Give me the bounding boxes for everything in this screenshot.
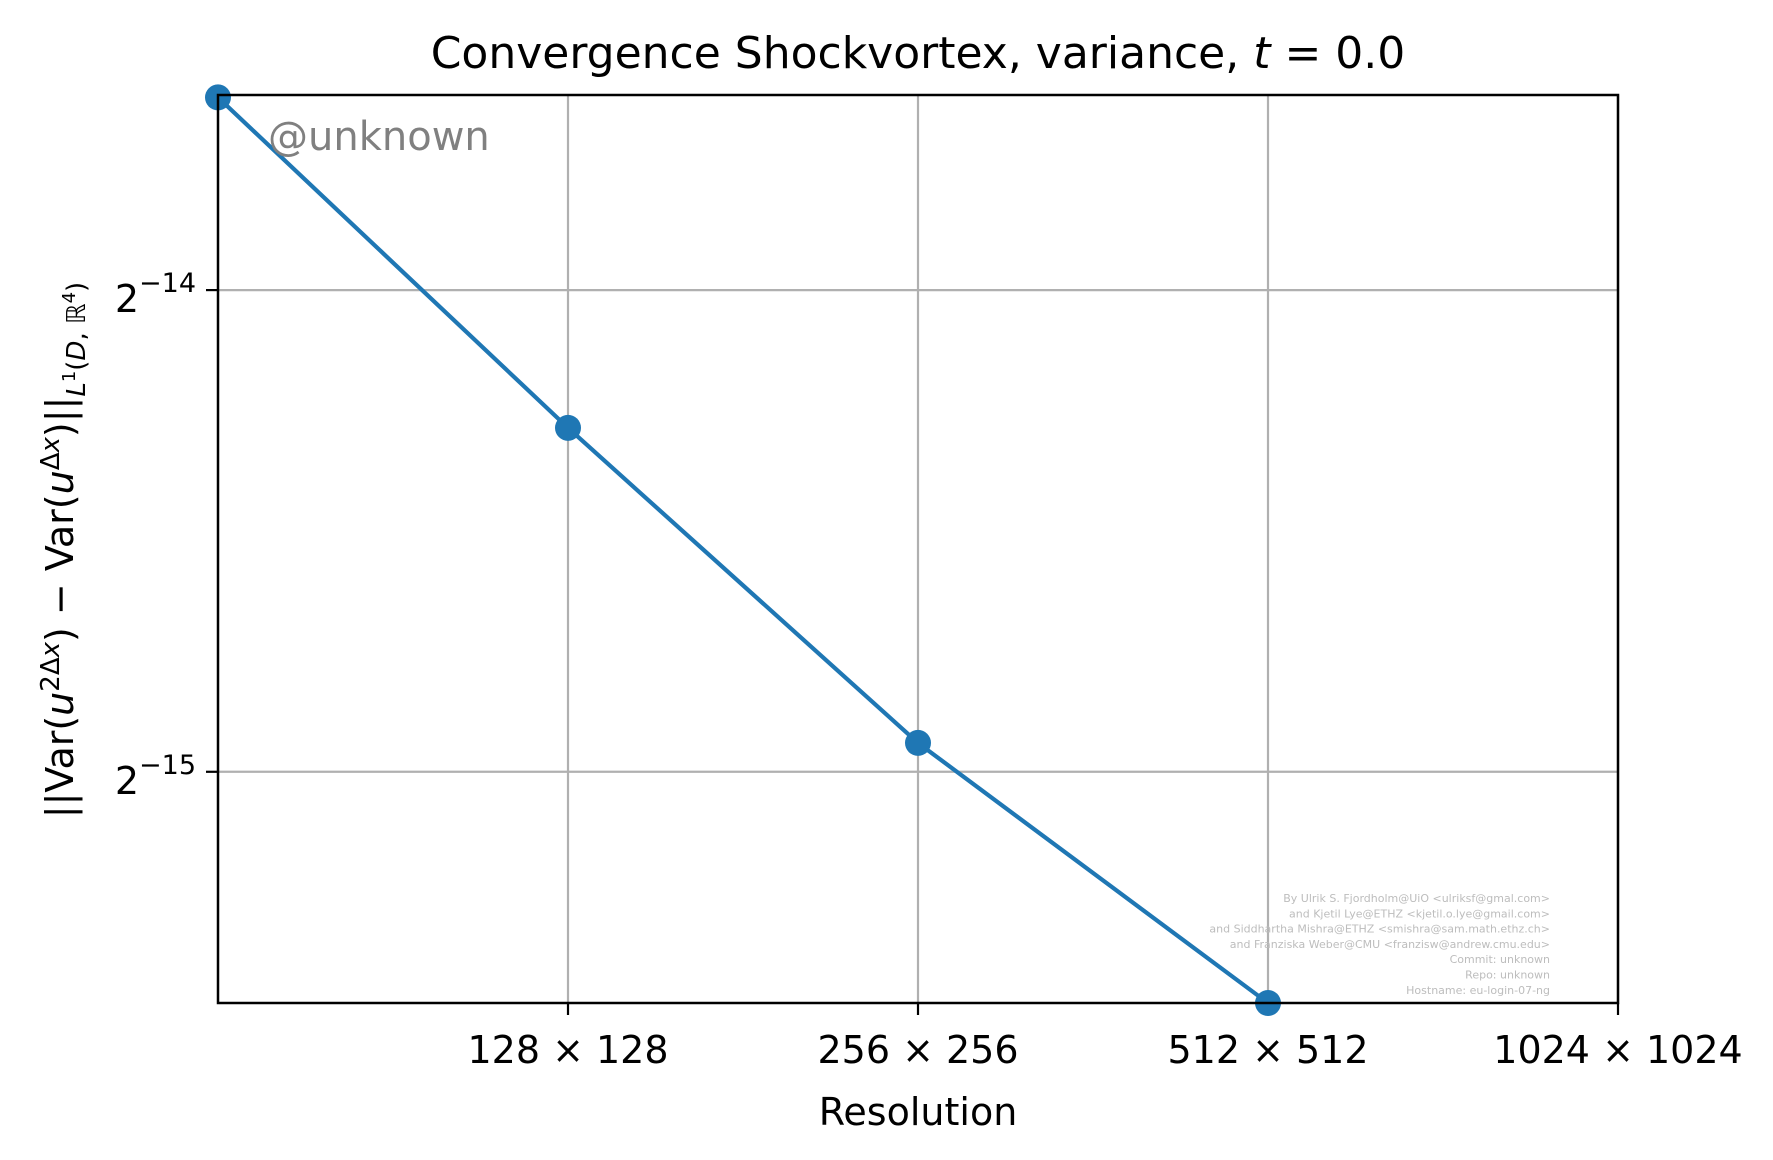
watermark: @unknown: [268, 114, 490, 160]
grid-layer: [218, 95, 1620, 1003]
chart-title-time-value: = 0.0: [1270, 28, 1405, 79]
data-point: [555, 414, 581, 441]
x-axis-label: Resolution: [819, 1090, 1018, 1134]
data-point: [905, 729, 931, 756]
credit-line: and Siddhartha Mishra@ETHZ <smishra@sam.…: [1209, 923, 1550, 936]
credit-line: Hostname: eu-login-07-ng: [1406, 984, 1550, 997]
x-tick-label: 256 × 256: [817, 1028, 1018, 1072]
x-tick-label: 128 × 128: [467, 1028, 668, 1072]
credits-block: By Ulrik S. Fjordholm@UiO <ulriksf@gmal.…: [1209, 892, 1550, 997]
x-tick-label: 512 × 512: [1167, 1028, 1368, 1072]
credit-line: Commit: unknown: [1450, 953, 1550, 966]
x-tick-label: 1024 × 1024: [1493, 1028, 1742, 1072]
chart-title: Convergence Shockvortex, variance, t = 0…: [431, 28, 1406, 79]
y-axis-label: ||Var(u2Δx) − Var(uΔx)||L1(D, ℝ4): [36, 282, 92, 818]
series-layer: [205, 84, 1281, 1016]
series-line: [216, 95, 1270, 1005]
ticks-layer: 128 × 128 256 × 256 512 × 512 1024 × 1024 2−…: [115, 268, 1743, 1072]
credit-line: Repo: unknown: [1465, 969, 1550, 982]
credit-line: and Franziska Weber@CMU <franzisw@andrew…: [1230, 938, 1550, 951]
credit-line: and Kjetil Lye@ETHZ <kjetil.o.lye@gmail.…: [1289, 907, 1550, 920]
plot-frame: [216, 93, 1620, 1005]
y-tick-label: 2−15: [115, 750, 196, 803]
chart-title-time-var: t: [1253, 28, 1272, 79]
credit-line: By Ulrik S. Fjordholm@UiO <ulriksf@gmal.…: [1283, 892, 1550, 905]
chart-title-text: Convergence Shockvortex, variance,: [431, 28, 1254, 79]
y-tick-label: 2−14: [115, 268, 196, 321]
